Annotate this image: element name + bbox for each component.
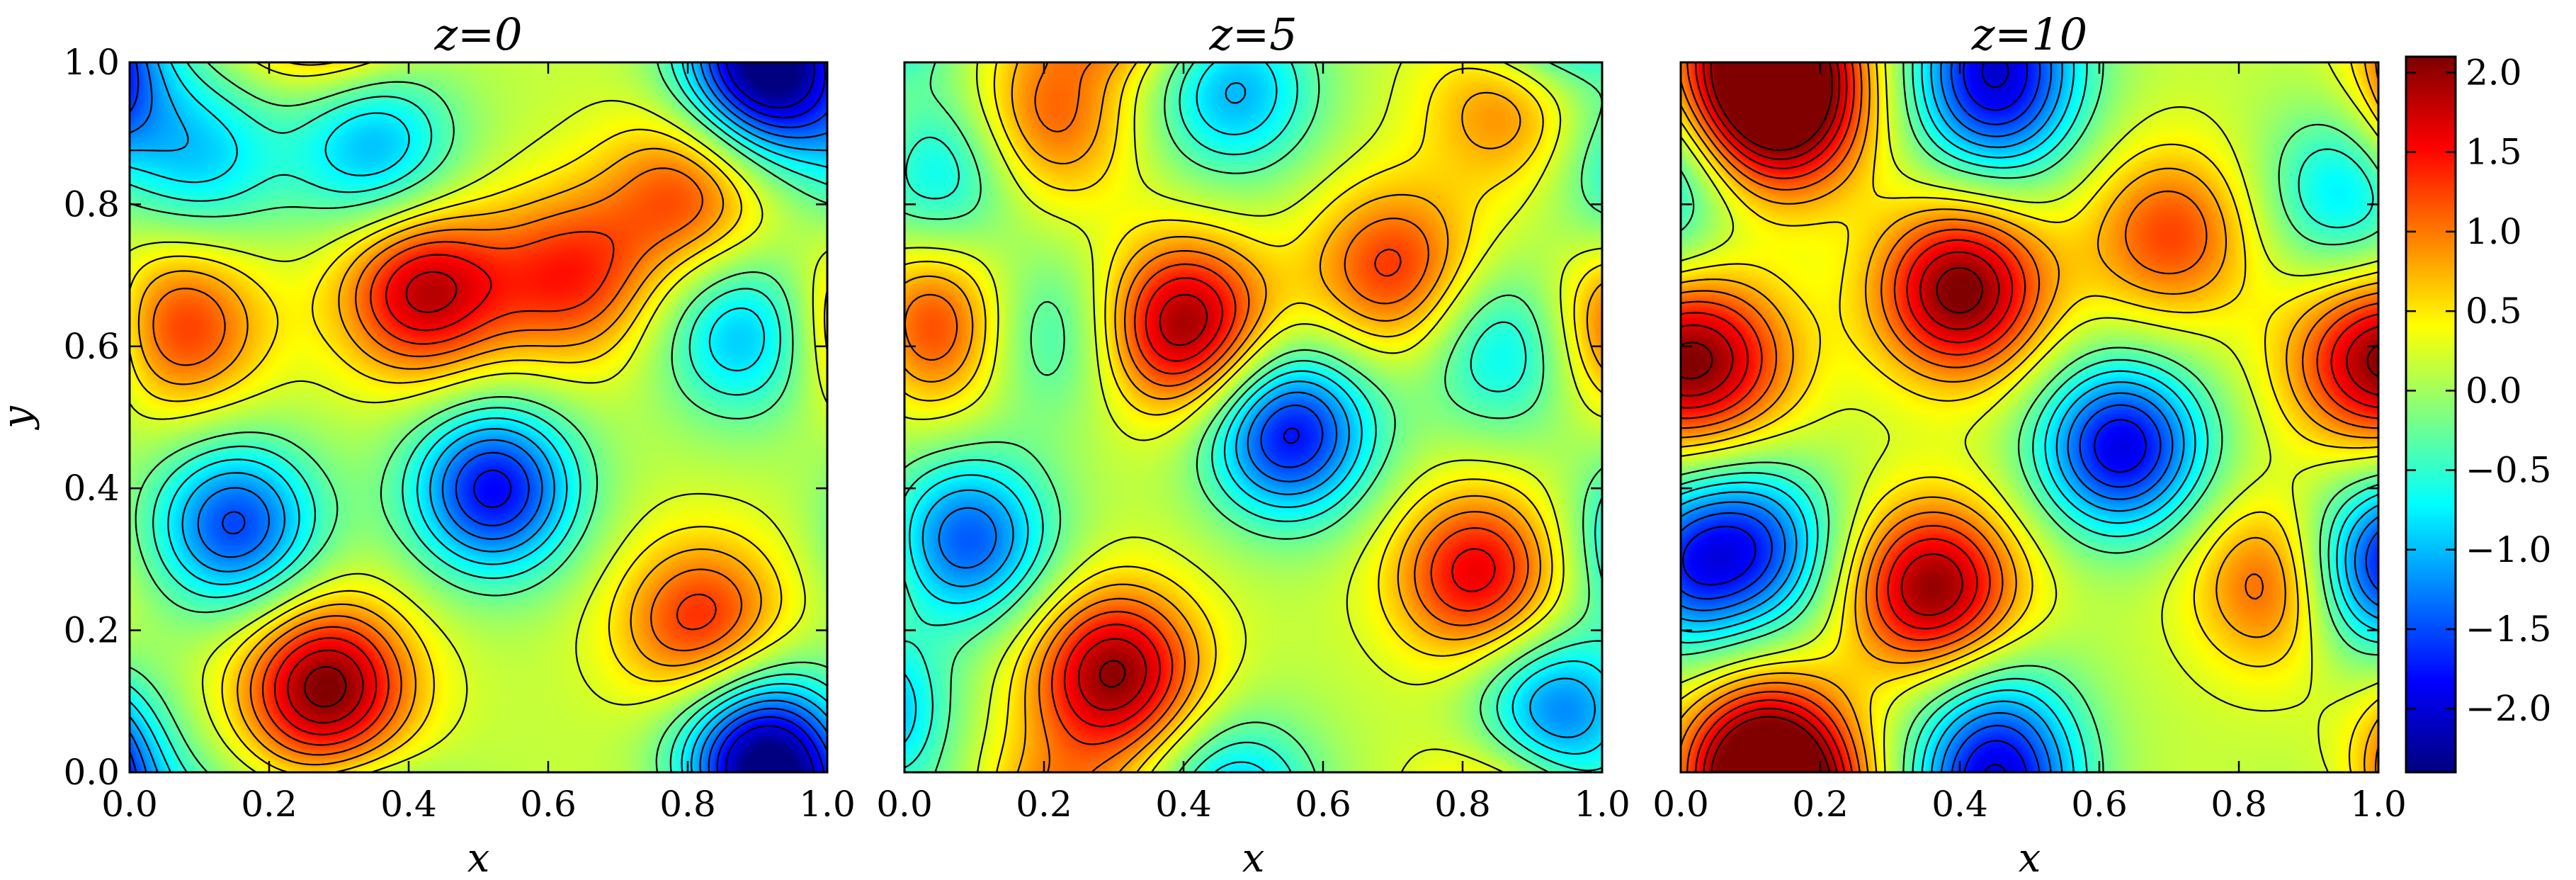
contour-line — [1680, 62, 2379, 773]
colorbar-tick-label: 2.0 — [2466, 52, 2522, 93]
x-tick-label: 0.0 — [876, 784, 933, 825]
contour-line — [1680, 62, 2379, 773]
x-tick-label: 0.8 — [659, 784, 716, 825]
y-tick-label: 1.0 — [63, 42, 120, 83]
x-tick-label: 1.0 — [799, 784, 856, 825]
contour-line — [287, 271, 458, 724]
panel-title: z=0 — [433, 9, 522, 60]
contour-line — [1680, 62, 2379, 773]
contour-line — [129, 62, 828, 773]
contour-line — [904, 62, 1603, 773]
y-axis-label: y — [0, 405, 40, 431]
colorbar-tick-label: −2.0 — [2466, 688, 2551, 729]
panel-0-frame — [128, 61, 829, 774]
x-axis-label: x — [467, 835, 490, 876]
contour-line — [129, 62, 828, 773]
colorbar-tick-label: 1.0 — [2466, 211, 2522, 252]
contour-line — [129, 62, 828, 773]
colorbar-frame — [2405, 55, 2457, 774]
contour-line — [137, 147, 762, 766]
x-tick-label: 0.2 — [1792, 784, 1849, 825]
panel-2-contours — [1679, 62, 2380, 773]
contour-line — [128, 62, 829, 773]
y-tick-label: 0.8 — [63, 184, 120, 225]
panel-2-heatmap — [1681, 62, 2378, 772]
panel-1-frame — [903, 61, 1604, 774]
contour-line — [921, 81, 1596, 738]
contour-line — [261, 230, 717, 746]
contour-line — [129, 62, 828, 773]
x-tick-label: 0.8 — [1434, 784, 1491, 825]
x-tick-label: 0.2 — [241, 784, 297, 825]
colorbar-gradient — [2406, 57, 2456, 772]
contour-line — [1680, 62, 2379, 773]
x-tick-label: 0.6 — [520, 784, 577, 825]
contour-line — [1680, 62, 2379, 773]
x-tick-label: 0.4 — [380, 784, 437, 825]
panel-title: z=5 — [1208, 9, 1297, 60]
x-tick-label: 0.0 — [101, 784, 158, 825]
x-tick-label: 0.4 — [1931, 784, 1988, 825]
contour-line — [904, 62, 1603, 773]
contour-line — [1679, 62, 2380, 773]
y-tick-label: 0.2 — [63, 610, 120, 651]
contour-line — [1680, 62, 2379, 773]
contour-line — [1051, 248, 1515, 745]
contour-line — [938, 391, 1338, 569]
x-tick-label: 1.0 — [1574, 784, 1630, 825]
panel-2-frame — [1679, 61, 2380, 774]
contour-line — [152, 167, 743, 756]
contour-line — [1680, 62, 2379, 773]
y-tick-label: 0.0 — [63, 752, 120, 793]
contour-line — [1682, 62, 2147, 773]
x-axis-label: x — [1242, 835, 1265, 876]
colorbar-tick-label: −0.5 — [2466, 450, 2551, 491]
contour-line — [1283, 427, 1300, 444]
contour-line — [1680, 62, 2379, 773]
contour-line — [129, 62, 828, 773]
x-tick-label: 0.6 — [1295, 784, 1351, 825]
contour-line — [1064, 277, 1496, 728]
contour-line — [1680, 62, 2379, 773]
contour-line — [304, 665, 347, 708]
x-tick-label: 0.6 — [2071, 784, 2128, 825]
contour-line — [1680, 62, 2379, 773]
contour-line — [1680, 62, 2379, 773]
panel-0-contours — [128, 61, 829, 774]
contour-line — [1099, 660, 1126, 688]
contour-line — [128, 61, 829, 774]
x-tick-label: 0.2 — [1016, 784, 1072, 825]
y-tick-label: 0.6 — [63, 326, 120, 367]
x-tick-label: 0.4 — [1155, 784, 1212, 825]
contour-line — [1680, 62, 2379, 773]
colorbar-tick-label: −1.0 — [2466, 529, 2551, 570]
contour-line — [904, 62, 1603, 773]
colorbar-tick-label: 0.0 — [2466, 370, 2522, 411]
x-axis-label: x — [2019, 835, 2041, 876]
contour-line — [273, 254, 492, 735]
contour-line — [1077, 293, 1208, 711]
contour-line — [904, 62, 1603, 773]
x-tick-label: 0.0 — [1652, 784, 1709, 825]
panel-title: z=10 — [1971, 9, 2088, 60]
contour-line — [904, 62, 1529, 773]
contour-line — [473, 62, 826, 773]
contour-line — [1260, 405, 1324, 468]
colorbar-tick-label: −1.5 — [2466, 609, 2551, 650]
colorbar-tick-label: 1.5 — [2466, 132, 2522, 173]
y-tick-label: 0.4 — [63, 468, 120, 509]
contour-line — [1680, 62, 2379, 773]
contour-line — [725, 62, 815, 773]
x-tick-label: 0.8 — [2211, 784, 2267, 825]
contour-line — [129, 61, 828, 774]
colorbar-tick-label: 0.5 — [2466, 290, 2522, 332]
contour-line — [1981, 62, 2009, 773]
x-tick-label: 1.0 — [2350, 784, 2407, 825]
